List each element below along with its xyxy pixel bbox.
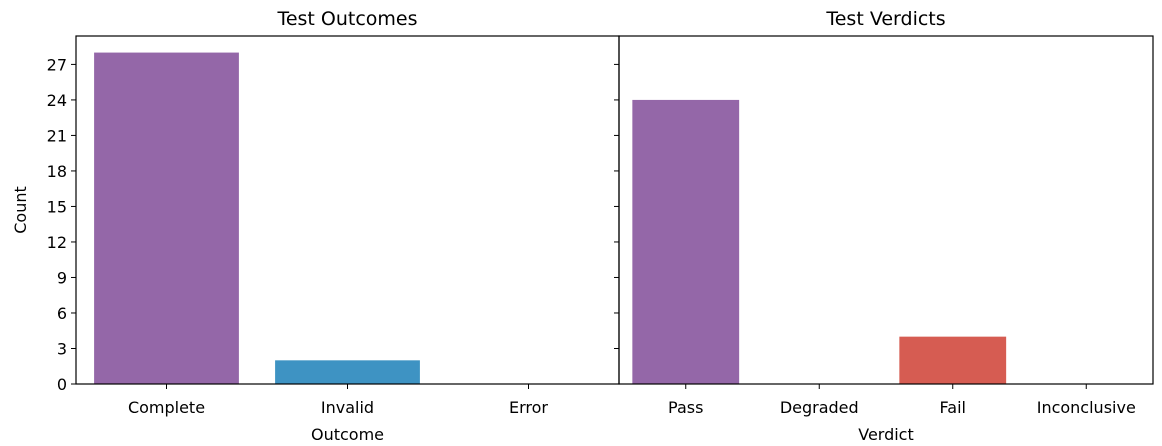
x-tick-label-inconclusive: Inconclusive — [1037, 398, 1136, 417]
y-tick-label: 3 — [57, 339, 67, 358]
y-tick-label: 0 — [57, 375, 67, 394]
x-axis-label: Outcome — [311, 425, 384, 444]
bar-complete — [94, 52, 239, 384]
y-tick-label: 12 — [47, 233, 67, 252]
y-tick-label: 6 — [57, 304, 67, 323]
chart-title: Test Verdicts — [825, 8, 945, 30]
y-tick-label: 21 — [47, 126, 67, 145]
bar-pass — [632, 99, 740, 384]
outcomes-panel: 0 3 6 9 12 15 18 21 24 27 Complete Invalid Error Test… — [11, 8, 620, 444]
y-tick-label: 24 — [47, 91, 67, 110]
x-tick-label-pass: Pass — [668, 398, 703, 417]
y-tick-label: 27 — [47, 55, 67, 74]
bar-invalid — [275, 360, 420, 384]
x-tick-label-degraded: Degraded — [780, 398, 859, 417]
verdicts-panel: Pass Degraded Fail Inconclusive Test Verdict… — [614, 8, 1154, 444]
x-tick-label-complete: Complete — [128, 398, 205, 417]
y-axis-label: Count — [11, 186, 30, 234]
y-tick-label: 15 — [47, 197, 67, 216]
axes-frame — [618, 35, 1154, 385]
chart-title: Test Outcomes — [276, 8, 417, 30]
y-tick-label: 9 — [57, 268, 67, 287]
x-axis-label: Verdict — [858, 425, 914, 444]
x-tick-label-fail: Fail — [940, 398, 966, 417]
bar-fail — [899, 336, 1007, 384]
y-tick-label: 18 — [47, 162, 67, 181]
x-tick-label-error: Error — [509, 398, 548, 417]
x-tick-label-invalid: Invalid — [321, 398, 374, 417]
